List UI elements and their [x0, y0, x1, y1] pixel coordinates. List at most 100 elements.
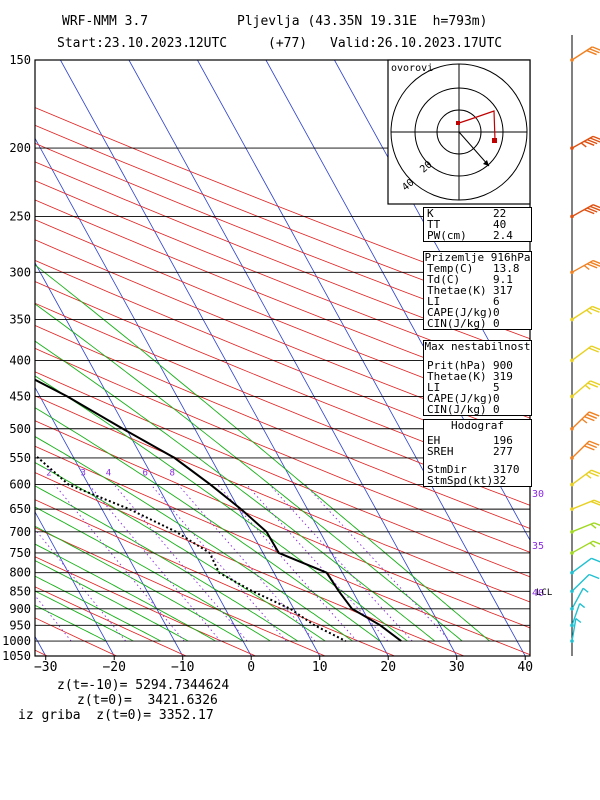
pressure-tick-label: 300 — [9, 265, 31, 279]
wind-barb-feather — [586, 263, 598, 269]
wind-barb-shaft — [571, 522, 595, 533]
footer-line-2: z(t=0)= 3421.6326 — [77, 693, 218, 708]
wind-barb — [570, 305, 600, 322]
wind-barb — [570, 345, 600, 363]
mixing-ratio-line — [113, 484, 248, 642]
moist-adiabat-line — [35, 590, 134, 642]
temperature-profile — [35, 378, 402, 642]
index-row: PW(cm) 2.4 — [427, 229, 513, 242]
isotherm-line — [35, 262, 252, 656]
wind-barb-feather — [588, 440, 600, 446]
pressure-tick-label: 250 — [9, 209, 31, 223]
wind-barb-feather — [583, 140, 595, 146]
isotherm-line — [197, 60, 526, 656]
index-box-max-instability: Max nestabilnost Prit(hPa) 900 Thetae(K) 3… — [423, 340, 532, 416]
hodo-end-marker — [492, 138, 497, 143]
wind-barb-feather — [586, 139, 598, 145]
index-box-title: Hodograf — [451, 419, 504, 432]
temp-tick-label: 30 — [449, 660, 465, 675]
wind-barb-shaft — [571, 603, 581, 626]
index-row: K 22 — [427, 207, 507, 220]
wind-barb-dot — [570, 530, 574, 534]
wind-barb — [570, 411, 600, 431]
pressure-tick-label: 900 — [9, 602, 31, 616]
valid-date: Valid:26.10.2023. — [330, 36, 464, 51]
index-row: CAPE(J/kg) 0 — [427, 306, 500, 319]
wind-barb-dot — [570, 214, 574, 219]
isotherm-line — [35, 137, 321, 656]
wind-barb-feather — [583, 264, 590, 271]
wind-barb-dot — [570, 507, 574, 511]
pressure-tick-label: 600 — [9, 478, 31, 492]
wind-barb — [570, 135, 600, 150]
wind-barb-feather — [591, 557, 600, 563]
mixing-ratio-label: 4 — [106, 468, 111, 478]
wind-barb-feather — [584, 445, 595, 451]
wind-barb-feather — [582, 587, 589, 593]
pressure-tick-label: 350 — [9, 313, 31, 327]
wind-barb-dot — [570, 394, 574, 399]
moist-adiabat-line — [35, 560, 189, 642]
moist-adiabat-line — [35, 525, 244, 642]
wind-barb — [570, 380, 600, 399]
wind-barb-shaft — [571, 46, 593, 61]
index-row: LI 5 — [427, 381, 500, 394]
storm-motion-arrowhead — [483, 160, 489, 166]
footer-line-1: z(t=-10)= 5294.7344624 — [57, 678, 230, 693]
wind-barb — [570, 522, 600, 534]
wind-barb-shaft — [571, 618, 577, 642]
wind-barb-feather — [589, 542, 596, 548]
pressure-tick-label: 400 — [9, 353, 31, 367]
pressure-tick-label: 750 — [9, 546, 31, 560]
mixing-ratio-line — [304, 484, 451, 642]
index-box-surface: Prizemlje 916hPa Temp(C) 13.8 Td(C) 9.1 Th… — [423, 251, 532, 330]
wind-barb — [570, 204, 600, 219]
wind-barb — [570, 573, 600, 594]
index-row: CIN(J/kg) 0 — [427, 403, 500, 416]
wind-barb-shaft — [571, 345, 592, 361]
wind-barb — [570, 557, 600, 575]
wind-barb-feather — [592, 540, 600, 545]
mixing-ratio-line — [217, 484, 358, 642]
moist-adiabat-line — [35, 462, 326, 642]
wind-barb — [570, 259, 600, 275]
storm-motion-vector — [458, 131, 490, 167]
wind-barb-feather — [585, 473, 592, 479]
moist-adiabat-line — [35, 543, 216, 642]
pressure-tick-label: 650 — [9, 502, 31, 516]
wind-barb-dot — [570, 146, 574, 150]
mixing-ratio-line — [88, 484, 221, 642]
mixing-ratio-label: 2 — [46, 468, 51, 478]
wind-barb-feather — [588, 471, 599, 477]
wind-barb-shaft — [571, 557, 592, 574]
mixing-ratio-line — [246, 484, 389, 642]
temp-tick-label: 10 — [312, 660, 328, 675]
wind-barb-feather — [589, 261, 600, 267]
wind-barb — [570, 587, 589, 611]
pressure-tick-label: 550 — [9, 451, 31, 465]
pressure-tick-label: 200 — [9, 141, 31, 155]
isotherm-line — [60, 60, 389, 656]
hodo-start-marker — [456, 121, 460, 125]
wind-barb-feather — [586, 207, 598, 213]
index-row: Td(C) 9.1 — [427, 273, 513, 286]
temp-tick-label: −10 — [171, 660, 194, 675]
dry-adiabat-line — [35, 556, 256, 656]
wind-barb-shaft — [571, 411, 590, 430]
model-title: WRF-NMM 3.7 — [62, 14, 149, 29]
temp-tick-label: 40 — [517, 660, 533, 675]
index-box-title: Max nestabilnost — [424, 340, 531, 353]
hodo-trace — [458, 110, 496, 141]
index-row: StmSpd(kt) 32 — [427, 474, 507, 487]
moist-adiabat-line — [35, 506, 271, 642]
wind-barb-feather — [588, 411, 600, 417]
moist-adiabat-line — [35, 604, 107, 642]
pressure-tick-label: 500 — [9, 422, 31, 436]
wind-barb-feather — [589, 137, 600, 143]
wind-barb-feather — [592, 259, 600, 265]
wind-barb-shaft — [571, 573, 590, 592]
right-axis-label: 30 — [532, 489, 544, 500]
wind-barb-feather — [584, 384, 591, 390]
index-row: StmDir 3170 — [427, 463, 520, 476]
